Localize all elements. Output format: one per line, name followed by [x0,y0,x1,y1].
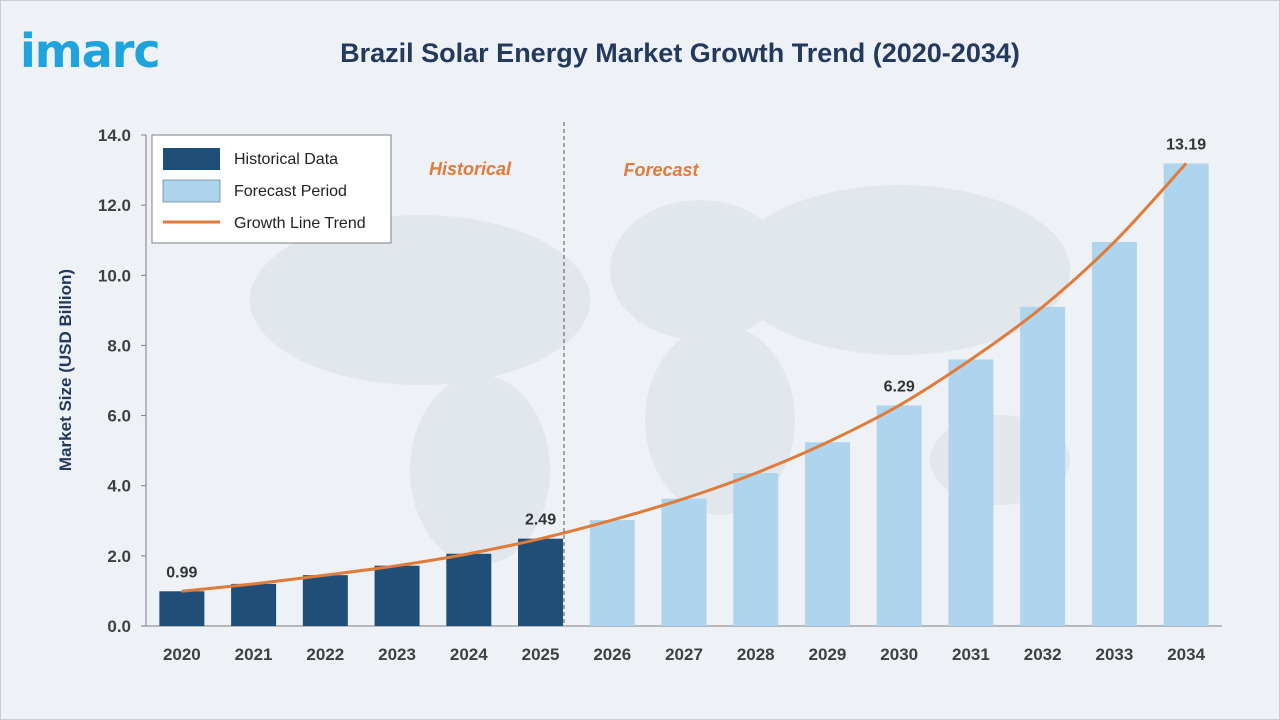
growth-line-group [181,162,1188,593]
bar [733,473,779,626]
bar [661,498,707,626]
section-label-forecast: Forecast [623,160,699,180]
x-tick-label: 2023 [378,645,416,664]
y-tick-label: 10.0 [98,266,131,285]
y-tick-label: 14.0 [98,126,131,145]
bar [589,520,635,626]
legend-swatch-historical [163,148,220,170]
data-label: 13.19 [1166,136,1206,153]
x-tick-label: 2027 [665,645,703,664]
x-tick-label: 2022 [306,645,344,664]
x-tick-label: 2033 [1095,645,1133,664]
x-tick-label: 2029 [809,645,847,664]
legend-label-growth: Growth Line Trend [234,215,366,232]
data-label: 6.29 [884,378,915,395]
bar [948,359,994,626]
bar [374,565,420,626]
bar [446,553,492,626]
imarc-logo: imarc [20,24,161,78]
labels-group: 2020 2021 2022 2023 2024 2025 2026 2027 2028 2029… [163,136,1206,664]
y-tick-label: 12.0 [98,196,131,215]
x-tick-label: 2034 [1167,645,1205,664]
world-map-backdrop [250,185,1070,565]
bar [231,583,277,626]
y-tick-label: 2.0 [107,547,131,566]
bar [804,442,850,626]
bar [1020,306,1066,626]
legend-swatch-forecast [162,179,221,203]
y-tick-label: 0.0 [107,617,131,636]
y-tick-label: 8.0 [107,336,131,355]
data-label: 0.99 [166,564,197,581]
x-tick-label: 2028 [737,645,775,664]
y-axis-title: Market Size (USD Billion) [56,269,75,471]
bar [876,405,922,626]
bar [1091,241,1137,627]
bar [1163,163,1209,627]
chart-title: Brazil Solar Energy Market Growth Trend … [340,38,1020,68]
bar [159,591,205,626]
x-tick-label: 2021 [235,645,273,664]
bars-group [159,163,1209,627]
y-tick-label: 6.0 [107,407,131,426]
x-tick-label: 2026 [593,645,631,664]
legend-label-historical: Historical Data [234,151,338,168]
x-tick-label: 2024 [450,645,488,664]
x-tick-label: 2032 [1024,645,1062,664]
data-label: 2.49 [525,512,556,529]
legend: Historical Data Forecast Period Growth L… [151,134,392,244]
x-tick-label: 2025 [522,645,560,664]
bar [518,538,564,626]
x-tick-label: 2030 [880,645,918,664]
legend-label-forecast: Forecast Period [234,183,347,200]
x-tick-label: 2031 [952,645,990,664]
x-tick-label: 2020 [163,645,201,664]
bar [302,575,348,626]
section-label-historical: Historical [429,159,512,179]
growth-trend-line [181,162,1188,593]
y-tick-label: 4.0 [107,477,131,496]
